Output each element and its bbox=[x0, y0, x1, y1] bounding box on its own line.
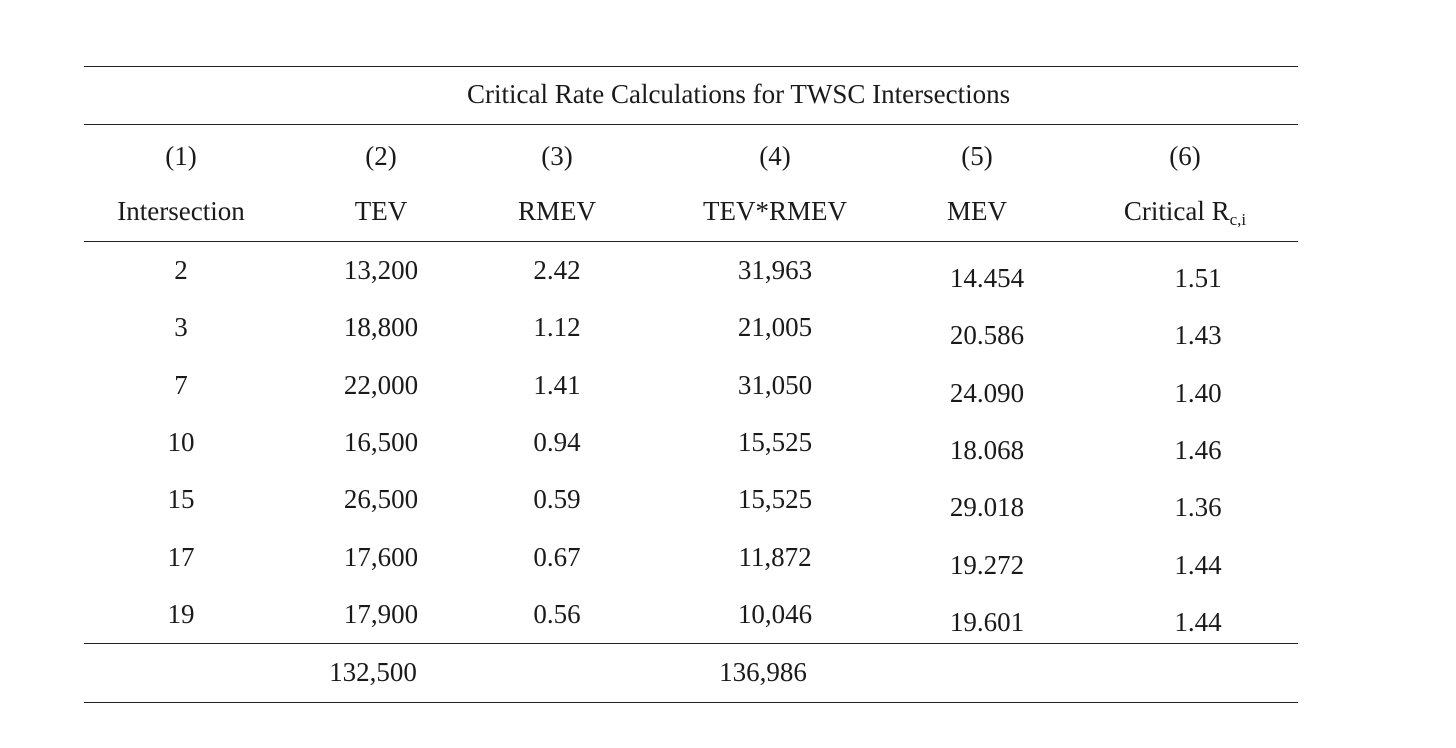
total-tev: 132,500 bbox=[329, 657, 417, 687]
totals-rule bbox=[84, 643, 1298, 644]
cell-rmev: 0.56 bbox=[533, 598, 581, 629]
cell-intersection: 10 bbox=[167, 426, 195, 457]
top-rule bbox=[84, 66, 1298, 67]
cell-tev-rmev: 15,525 bbox=[737, 426, 813, 457]
table-title-row: Critical Rate Calculations for TWSC Inte… bbox=[84, 67, 1298, 124]
title-rule bbox=[84, 124, 1298, 125]
header-critical-subscript: c,i bbox=[1229, 210, 1247, 229]
cell-tev: 22,000 bbox=[343, 369, 419, 400]
cell-tev: 17,600 bbox=[343, 541, 419, 572]
cell-mev: 19.601 bbox=[949, 606, 1025, 637]
cell-intersection: 15 bbox=[167, 484, 195, 515]
column-number-3: (3) bbox=[541, 141, 573, 171]
table-title: Critical Rate Calculations for TWSC Inte… bbox=[467, 79, 1011, 109]
column-number-5: (5) bbox=[961, 141, 993, 171]
cell-tev: 17,900 bbox=[343, 598, 419, 629]
total-tev-rmev: 136,986 bbox=[719, 657, 807, 687]
column-number-4: (4) bbox=[759, 141, 791, 171]
cell-critical: 1.36 bbox=[1174, 492, 1222, 523]
cell-tev-rmev: 21,005 bbox=[737, 312, 813, 343]
cell-tev: 13,200 bbox=[343, 255, 419, 285]
header-mev: MEV bbox=[947, 196, 1007, 226]
header-tev-rmev: TEV*RMEV bbox=[703, 196, 847, 226]
cell-intersection: 7 bbox=[174, 369, 188, 400]
cell-mev: 29.018 bbox=[949, 492, 1025, 523]
cell-tev-rmev: 31,050 bbox=[737, 369, 813, 400]
table-header: (1) (2) (3) (4) (5) (6) Intersection TEV… bbox=[84, 125, 1298, 241]
header-rule bbox=[84, 241, 1298, 242]
cell-rmev: 0.94 bbox=[533, 426, 581, 457]
header-intersection: Intersection bbox=[117, 196, 245, 226]
cell-mev: 19.272 bbox=[949, 549, 1025, 580]
cell-critical: 1.51 bbox=[1174, 263, 1222, 293]
cell-critical: 1.46 bbox=[1174, 434, 1222, 465]
cell-tev: 26,500 bbox=[343, 484, 419, 515]
cell-mev: 24.090 bbox=[949, 377, 1025, 408]
cell-tev: 18,800 bbox=[343, 312, 419, 343]
cell-critical: 1.43 bbox=[1174, 320, 1222, 351]
column-number-6: (6) bbox=[1169, 141, 1201, 171]
cell-rmev: 0.67 bbox=[533, 541, 581, 572]
header-critical-label: Critical R bbox=[1123, 196, 1230, 226]
cell-rmev: 1.12 bbox=[533, 312, 581, 343]
cell-intersection: 2 bbox=[174, 255, 188, 285]
cell-tev-rmev: 11,872 bbox=[738, 541, 812, 572]
header-tev: TEV bbox=[354, 196, 408, 226]
cell-tev-rmev: 31,963 bbox=[737, 255, 813, 285]
table-body: 2 13,200 2.42 31,963 14.454 1.51 3 18,800 1.12 21… bbox=[84, 242, 1298, 643]
cell-tev-rmev: 10,046 bbox=[737, 598, 813, 629]
header-critical-rate: Critical Rc,i bbox=[1124, 196, 1246, 230]
cell-critical: 1.44 bbox=[1174, 549, 1222, 580]
table-totals-row: 132,500 136,986 bbox=[84, 644, 1298, 702]
column-number-1: (1) bbox=[165, 141, 197, 171]
cell-critical: 1.40 bbox=[1174, 377, 1222, 408]
cell-intersection: 17 bbox=[167, 541, 195, 572]
header-rmev: RMEV bbox=[517, 196, 597, 226]
cell-rmev: 2.42 bbox=[533, 255, 581, 285]
cell-intersection: 19 bbox=[167, 598, 195, 629]
cell-mev: 20.586 bbox=[949, 320, 1025, 351]
column-number-2: (2) bbox=[365, 141, 397, 171]
cell-mev: 14.454 bbox=[949, 263, 1025, 293]
cell-rmev: 0.59 bbox=[533, 484, 581, 515]
cell-tev: 16,500 bbox=[343, 426, 419, 457]
critical-rate-table: Critical Rate Calculations for TWSC Inte… bbox=[84, 66, 1298, 703]
cell-tev-rmev: 15,525 bbox=[737, 484, 813, 515]
cell-critical: 1.44 bbox=[1174, 606, 1222, 637]
cell-mev: 18.068 bbox=[949, 434, 1025, 465]
cell-rmev: 1.41 bbox=[533, 369, 581, 400]
bottom-rule bbox=[84, 702, 1298, 703]
cell-intersection: 3 bbox=[174, 312, 188, 343]
